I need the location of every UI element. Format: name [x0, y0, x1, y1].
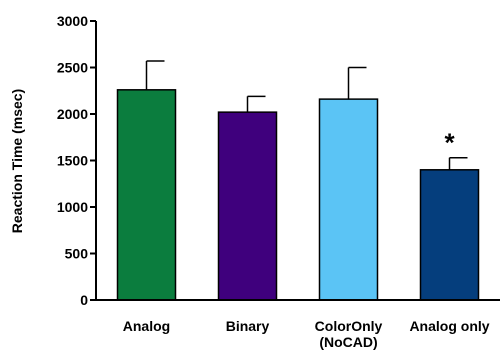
annotations: * [444, 128, 455, 158]
y-axis-title: Reaction Time (msec) [9, 89, 25, 233]
y-tick-label-0: 0 [80, 292, 88, 308]
error-bars [145, 60, 468, 170]
x-tick-label-0: Analog [123, 318, 170, 334]
y-tick-label-1: 500 [65, 246, 89, 262]
bar-1 [217, 111, 278, 301]
x-tick-labels: Analog Binary ColorOnly (NoCAD) Analog only [123, 318, 490, 350]
bar-2 [318, 98, 379, 301]
y-tick-label-2: 1000 [57, 199, 88, 215]
bar-3 [419, 169, 480, 301]
bars [116, 89, 480, 301]
y-tick-label-4: 2000 [57, 106, 88, 122]
y-tick-label-6: 3000 [57, 13, 88, 29]
y-tick-label-5: 2500 [57, 60, 88, 76]
y-axis-title-group: Reaction Time (msec) [9, 89, 25, 233]
annotation-0: * [444, 128, 455, 158]
x-tick-label-1: Binary [226, 318, 270, 334]
bar-0 [116, 89, 177, 301]
y-tick-label-3: 1500 [57, 153, 88, 169]
x-tick-label-2: ColorOnly (NoCAD) [315, 318, 383, 350]
y-ticks: 0 500 1000 1500 2000 2500 3000 [57, 13, 96, 308]
x-tick-label-3: Analog only [409, 318, 489, 334]
